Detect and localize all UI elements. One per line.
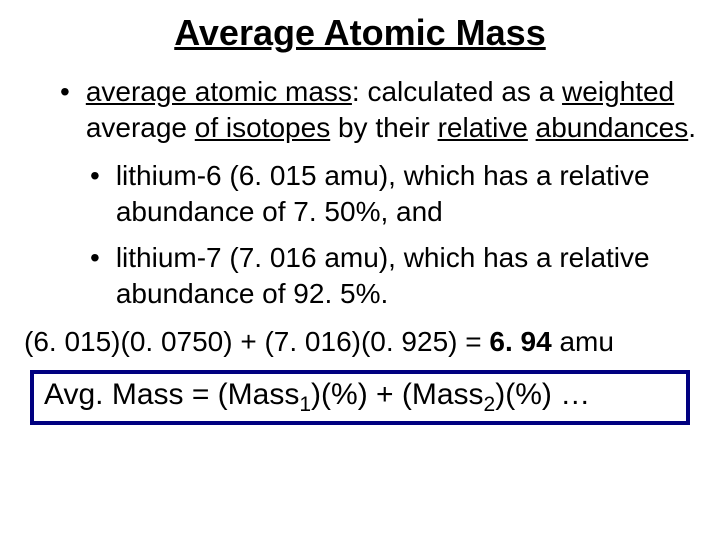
bullet-text-definition: average atomic mass: calculated as a wei… bbox=[86, 74, 700, 146]
def-colon: : calculated as a bbox=[352, 76, 562, 107]
def-avg: average bbox=[86, 112, 195, 143]
equation-unit: amu bbox=[552, 326, 614, 357]
slide: Average Atomic Mass • average atomic mas… bbox=[0, 0, 720, 540]
bullet-text-li6: lithium-6 (6. 015 amu), which has a rela… bbox=[116, 158, 700, 230]
bullet-lithium7: • lithium-7 (7. 016 amu), which has a re… bbox=[90, 240, 700, 312]
formula-post: )(%) … bbox=[495, 378, 590, 411]
slide-title: Average Atomic Mass bbox=[20, 12, 700, 54]
formula-mid: )(%) + (Mass bbox=[311, 378, 484, 411]
bullet-definition: • average atomic mass: calculated as a w… bbox=[60, 74, 700, 146]
bullet-marker: • bbox=[60, 74, 70, 146]
bullet-text-li7: lithium-7 (7. 016 amu), which has a rela… bbox=[116, 240, 700, 312]
bullet-lithium6: • lithium-6 (6. 015 amu), which has a re… bbox=[90, 158, 700, 230]
term-relative: relative bbox=[438, 112, 528, 143]
term-weighted: weighted bbox=[562, 76, 674, 107]
formula-pre: Avg. Mass = (Mass bbox=[44, 378, 299, 411]
equation-result: 6. 94 bbox=[489, 326, 551, 357]
def-by: by their bbox=[330, 112, 437, 143]
def-space bbox=[528, 112, 536, 143]
bullet-marker: • bbox=[90, 240, 100, 312]
bullet-marker: • bbox=[90, 158, 100, 230]
equation-left: (6. 015)(0. 0750) + (7. 016)(0. 925) = bbox=[24, 326, 489, 357]
formula-box: Avg. Mass = (Mass1)(%) + (Mass2)(%) … bbox=[30, 370, 690, 425]
formula-sub2: 2 bbox=[484, 393, 496, 416]
formula-sub1: 1 bbox=[299, 393, 311, 416]
def-period: . bbox=[688, 112, 696, 143]
term-avg-atomic-mass: average atomic mass bbox=[86, 76, 352, 107]
calculation-equation: (6. 015)(0. 0750) + (7. 016)(0. 925) = 6… bbox=[24, 326, 696, 358]
term-abundances: abundances bbox=[536, 112, 689, 143]
term-of-isotopes: of isotopes bbox=[195, 112, 330, 143]
